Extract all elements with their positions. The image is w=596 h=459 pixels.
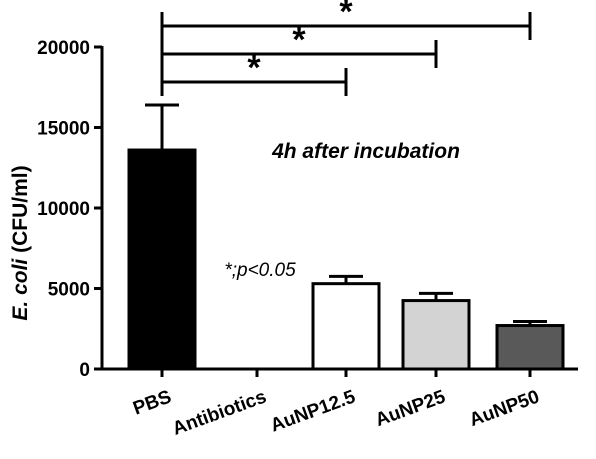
y-tick-label: 10000 bbox=[37, 199, 90, 220]
y-tick-label: 20000 bbox=[37, 38, 90, 59]
y-tick-label: 15000 bbox=[37, 119, 90, 140]
significance-note: *;p<0.05 bbox=[224, 260, 296, 281]
y-tick-label: 0 bbox=[79, 360, 90, 381]
y-axis-label-unit: (CFU/ml) bbox=[9, 165, 32, 258]
y-axis-label-organism: E. coli bbox=[9, 258, 32, 321]
bar bbox=[401, 299, 471, 371]
axes: 0 5000 10000 15000 20000 PBSAntibioticsAuNP12… bbox=[37, 38, 578, 440]
x-tick-label: Antibiotics bbox=[170, 386, 269, 439]
incubation-annotation: 4h after incubation bbox=[271, 140, 460, 163]
significance-star: * bbox=[339, 0, 353, 31]
bar bbox=[495, 324, 565, 371]
x-tick-label: AuNP50 bbox=[467, 386, 543, 431]
bar bbox=[127, 148, 197, 371]
x-tick-label: PBS bbox=[130, 386, 174, 419]
bar bbox=[311, 282, 381, 371]
significance-brackets: * * * bbox=[160, 0, 532, 96]
x-tick-label: AuNP12.5 bbox=[268, 386, 359, 436]
significance-star: * bbox=[292, 21, 306, 59]
y-axis-label: E. coli (CFU/ml) bbox=[9, 165, 32, 320]
y-tick-label: 5000 bbox=[48, 280, 90, 301]
significance-star: * bbox=[247, 49, 261, 87]
bars bbox=[127, 103, 565, 371]
x-tick-label: AuNP25 bbox=[373, 386, 449, 431]
